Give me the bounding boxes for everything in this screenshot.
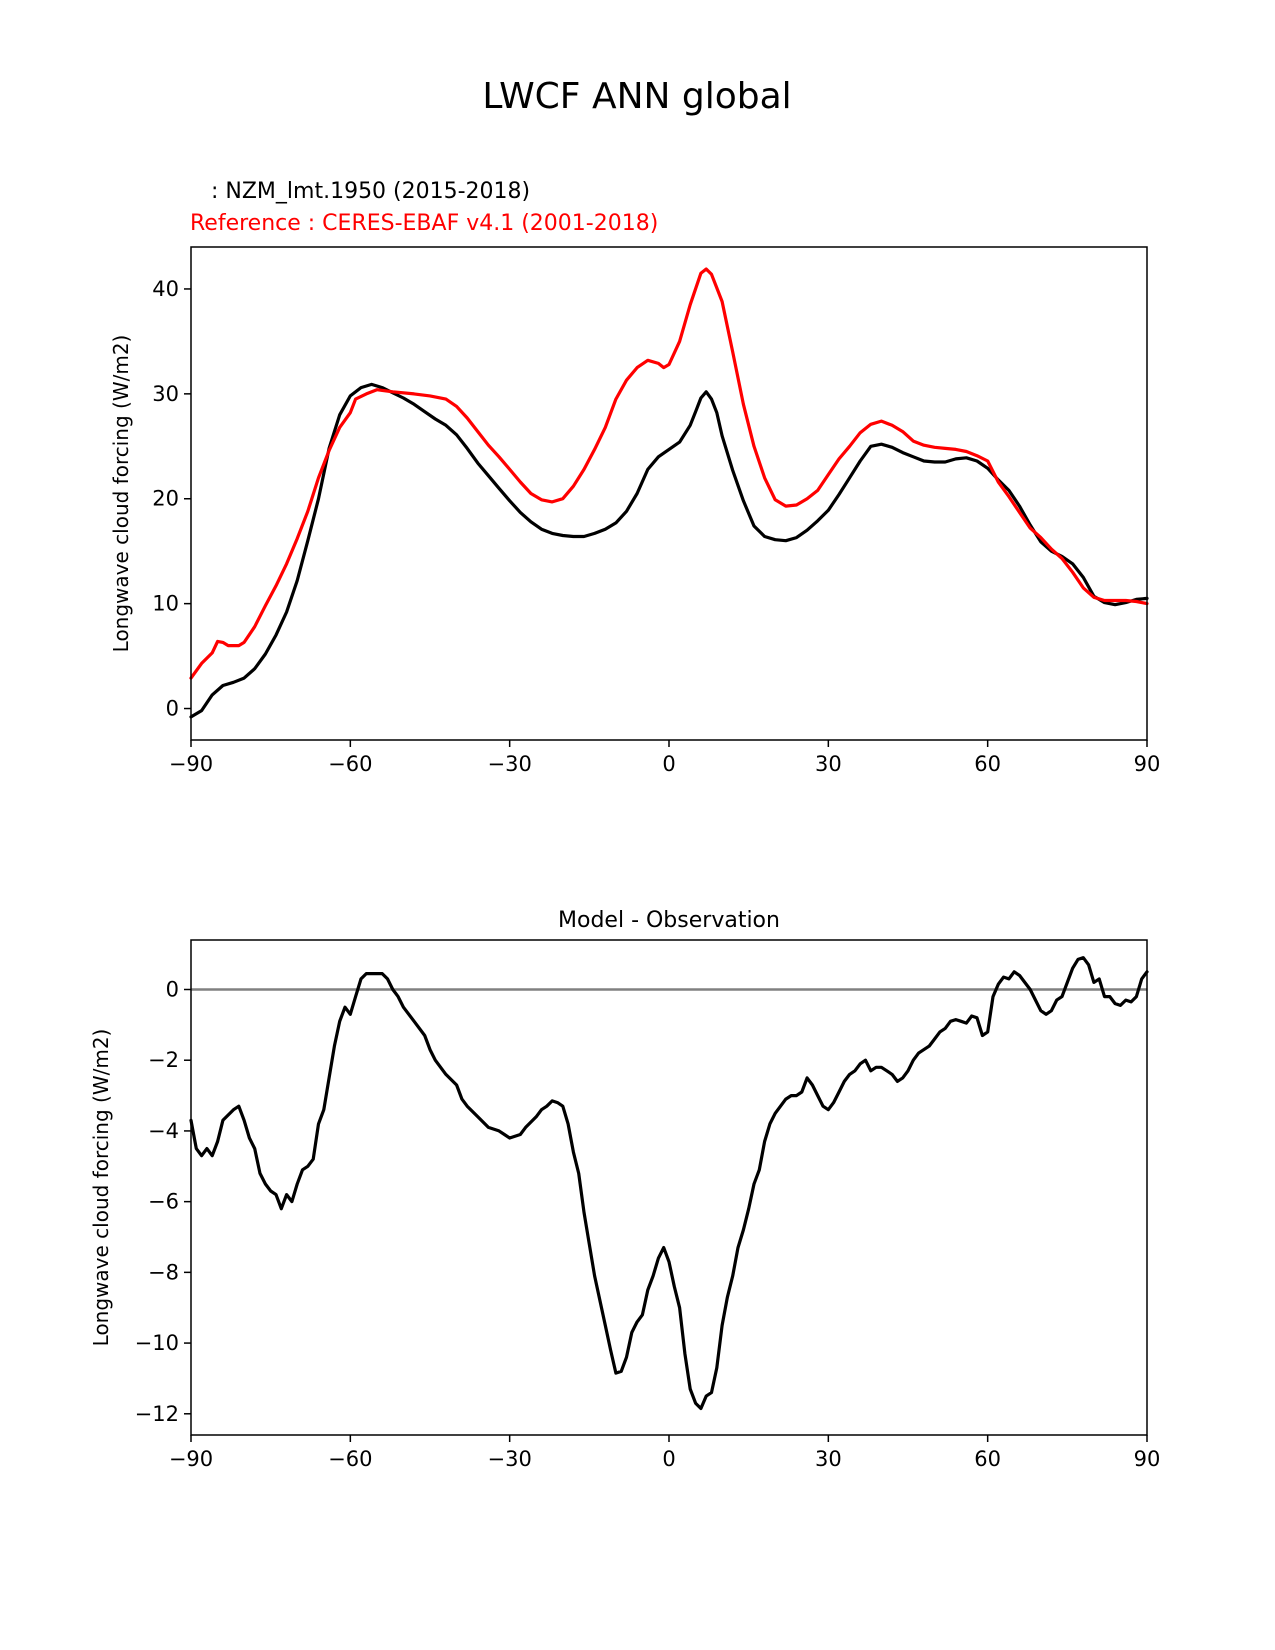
y-tick-label: 0	[166, 697, 179, 721]
diff-title: Model - Observation	[558, 908, 780, 933]
x-tick-label: 30	[815, 1447, 842, 1471]
x-tick-label: 60	[974, 1447, 1001, 1471]
bottom-axes-frame	[190, 939, 1148, 1436]
reference-series-line	[189, 267, 1149, 680]
x-tick-label: 90	[1134, 752, 1161, 776]
reference-label: Reference : CERES-EBAF v4.1 (2001-2018)	[190, 211, 658, 236]
x-tick-label: 30	[815, 752, 842, 776]
x-tick-label: −90	[169, 752, 213, 776]
y-tick-label: 40	[152, 277, 179, 301]
x-tick-label: 90	[1134, 1447, 1161, 1471]
test-label: : NZM_lmt.1950 (2015-2018)	[204, 179, 530, 204]
bottom-y-axis-label: Longwave cloud forcing (W/m2)	[89, 1029, 113, 1347]
y-tick-label: −10	[135, 1331, 179, 1355]
y-tick-label: −12	[135, 1402, 179, 1426]
top-panel: : NZM_lmt.1950 (2015-2018) Reference : C…	[109, 179, 1160, 776]
x-tick-label: 0	[662, 752, 675, 776]
bottom-panel: Model - Observation Longwave cloud forci…	[89, 908, 1160, 1471]
y-tick-label: 20	[152, 487, 179, 511]
y-tick-label: 10	[152, 592, 179, 616]
x-tick-label: 60	[974, 752, 1001, 776]
y-tick-label: −6	[148, 1190, 179, 1214]
figure-title: LWCF ANN global	[482, 76, 791, 117]
test-series-line	[189, 382, 1149, 719]
x-tick-label: −60	[328, 1447, 372, 1471]
top-axes-frame	[190, 246, 1148, 741]
y-tick-label: −8	[148, 1260, 179, 1284]
x-tick-label: −90	[169, 1447, 213, 1471]
diff-series-line	[189, 956, 1149, 1411]
y-tick-label: 30	[152, 382, 179, 406]
x-tick-label: −30	[488, 752, 532, 776]
x-tick-label: −60	[328, 752, 372, 776]
x-tick-label: −30	[488, 1447, 532, 1471]
y-tick-label: −2	[148, 1048, 179, 1072]
x-tick-label: 0	[662, 1447, 675, 1471]
y-tick-label: 0	[166, 978, 179, 1002]
y-tick-label: −4	[148, 1119, 179, 1143]
top-y-axis-label: Longwave cloud forcing (W/m2)	[109, 335, 133, 653]
